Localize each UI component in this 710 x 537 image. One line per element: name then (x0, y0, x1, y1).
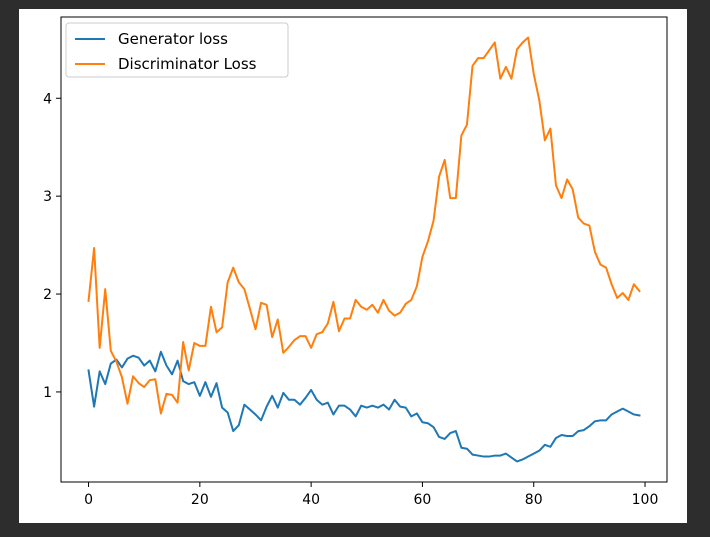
series-line-generator-loss (87, 350, 641, 463)
series-line-discriminator-loss (87, 36, 641, 415)
axes-layer: 0 20 40 60 80 100 1 2 3 4 (43, 16, 668, 508)
legend-box (65, 22, 289, 78)
y-tick-label: 4 (43, 91, 52, 107)
figure-canvas: 0 20 40 60 80 100 1 2 3 4 Generator loss Discrimin… (19, 9, 687, 523)
legend-label-generator-loss: Generator loss (118, 30, 228, 48)
x-tick-label: 100 (632, 492, 659, 508)
y-tick-label: 2 (43, 287, 52, 303)
y-tick-label: 3 (43, 189, 52, 205)
series-layer (87, 36, 641, 463)
y-tick-label: 1 (43, 385, 52, 401)
x-tick-label: 40 (302, 492, 320, 508)
x-tick-label: 20 (191, 492, 209, 508)
line-chart: 0 20 40 60 80 100 1 2 3 4 Generator loss Discrimin… (43, 16, 668, 508)
x-tick-label: 60 (414, 492, 432, 508)
x-tick-label: 80 (525, 492, 543, 508)
legend: Generator loss Discriminator Loss (65, 22, 289, 78)
x-tick-label: 0 (84, 492, 93, 508)
legend-label-discriminator-loss: Discriminator Loss (118, 55, 257, 73)
plot-frame (60, 16, 668, 483)
